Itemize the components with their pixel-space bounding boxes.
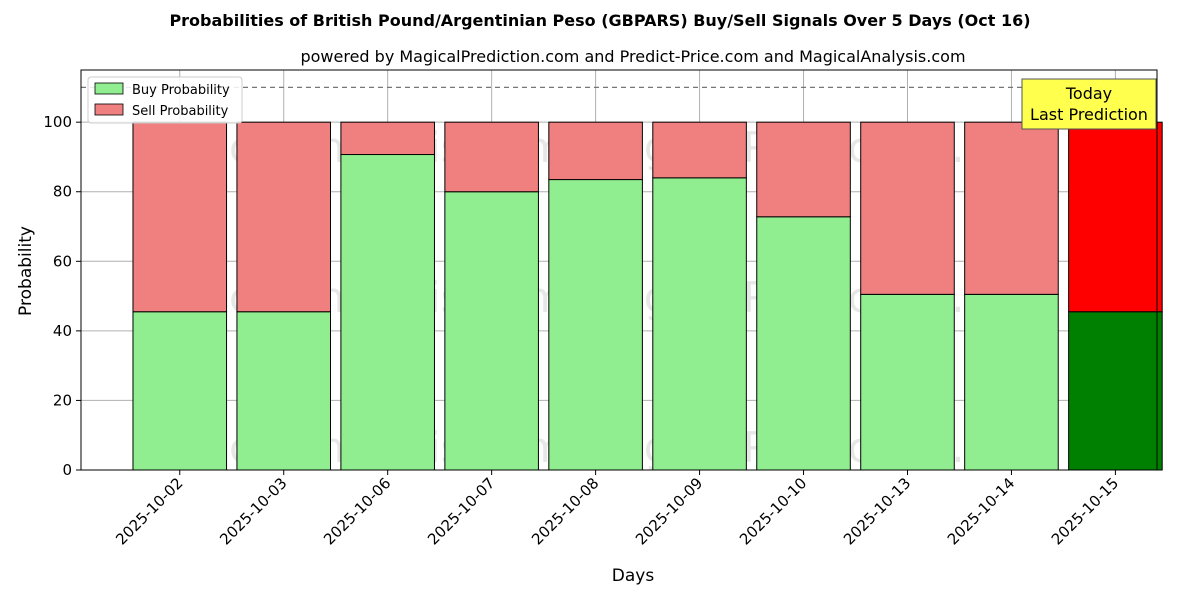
legend: Buy Probability Sell Probability bbox=[87, 76, 243, 124]
x-tick-label: 2025-10-08 bbox=[528, 474, 602, 548]
bar-sell bbox=[444, 121, 539, 193]
chart-title: Probabilities of British Pound/Argentini… bbox=[169, 11, 1030, 30]
bar-buy bbox=[860, 293, 955, 471]
annotation-line2: Last Prediction bbox=[1030, 105, 1148, 124]
x-tick-label: 2025-10-09 bbox=[632, 474, 706, 548]
bar-sell bbox=[548, 121, 643, 181]
bar-buy bbox=[132, 311, 228, 471]
legend-label-buy: Buy Probability bbox=[132, 83, 230, 98]
y-axis-ticks: 0 20 40 60 80 100 bbox=[43, 113, 81, 479]
bar-sell bbox=[652, 121, 747, 179]
annotation-line1: Today bbox=[1065, 84, 1112, 103]
x-tick-label: 2025-10-13 bbox=[840, 474, 914, 548]
bar-buy bbox=[548, 179, 643, 471]
bar-sell bbox=[756, 121, 851, 218]
legend-box bbox=[87, 76, 243, 124]
y-axis-label: Probability bbox=[16, 226, 36, 316]
bar-buy bbox=[340, 154, 435, 471]
bar-buy bbox=[236, 311, 332, 471]
bar-sell bbox=[340, 121, 435, 156]
bar-sell bbox=[1068, 121, 1163, 313]
chart-subtitle: powered by MagicalPrediction.com and Pre… bbox=[300, 47, 965, 66]
x-axis-label: Days bbox=[612, 566, 655, 586]
plot-frame bbox=[80, 69, 1158, 471]
x-axis-ticks: 2025-10-02 2025-10-03 2025-10-06 2025-10-07… bbox=[112, 470, 1122, 548]
legend-swatch-buy bbox=[94, 82, 124, 95]
legend-swatch-sell bbox=[94, 103, 124, 116]
y-tick-label: 60 bbox=[53, 252, 72, 270]
bar-buy bbox=[964, 293, 1059, 471]
bar-buy bbox=[756, 216, 851, 471]
x-tick-label: 2025-10-07 bbox=[424, 474, 498, 548]
x-tick-label: 2025-10-15 bbox=[1048, 474, 1122, 548]
y-tick-label: 40 bbox=[53, 322, 72, 340]
bar-buy bbox=[444, 191, 539, 471]
bar-buy bbox=[1068, 311, 1163, 471]
x-tick-label: 2025-10-14 bbox=[944, 474, 1018, 548]
x-tick-label: 2025-10-03 bbox=[216, 474, 290, 548]
legend-label-sell: Sell Probability bbox=[132, 104, 229, 119]
y-tick-label: 0 bbox=[62, 461, 72, 479]
bar-sell bbox=[964, 121, 1059, 295]
y-tick-label: 20 bbox=[53, 391, 72, 409]
x-tick-label: 2025-10-02 bbox=[112, 474, 186, 548]
y-tick-label: 80 bbox=[53, 183, 72, 201]
today-annotation: Today Last Prediction bbox=[1021, 78, 1157, 130]
bars bbox=[132, 121, 1163, 471]
y-tick-label: 100 bbox=[43, 113, 72, 131]
annotation-box bbox=[1021, 78, 1157, 130]
bar-sell bbox=[860, 121, 955, 295]
x-tick-label: 2025-10-10 bbox=[736, 474, 810, 548]
bar-buy bbox=[652, 177, 747, 471]
x-tick-label: 2025-10-06 bbox=[320, 474, 394, 548]
bar-sell bbox=[236, 121, 332, 313]
bar-sell bbox=[132, 121, 228, 313]
